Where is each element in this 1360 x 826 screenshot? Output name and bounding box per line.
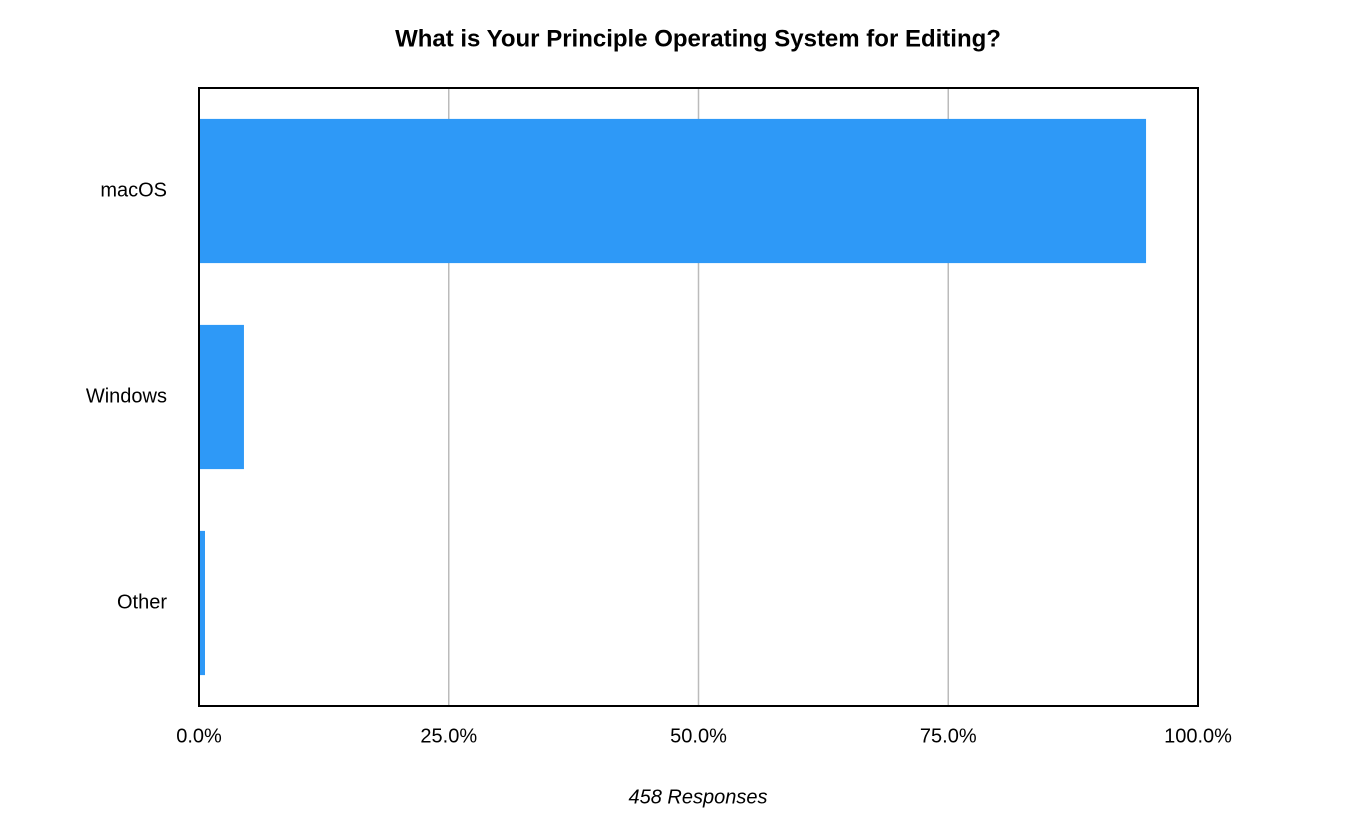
x-tick-label: 25.0%	[420, 725, 477, 747]
bar	[199, 530, 205, 676]
bar	[199, 118, 1147, 264]
x-axis-label: 458 Responses	[629, 786, 768, 808]
plot-frame	[198, 87, 1199, 707]
bar	[199, 324, 244, 470]
x-tick-label: 50.0%	[670, 725, 727, 747]
y-tick-label: Windows	[86, 385, 167, 407]
chart-title: What is Your Principle Operating System …	[395, 25, 1001, 52]
x-tick-label: 75.0%	[920, 725, 977, 747]
y-tick-label: Other	[117, 591, 167, 613]
x-tick-label: 0.0%	[176, 725, 222, 747]
y-tick-label: macOS	[100, 179, 167, 201]
x-tick-label: 100.0%	[1164, 725, 1232, 747]
